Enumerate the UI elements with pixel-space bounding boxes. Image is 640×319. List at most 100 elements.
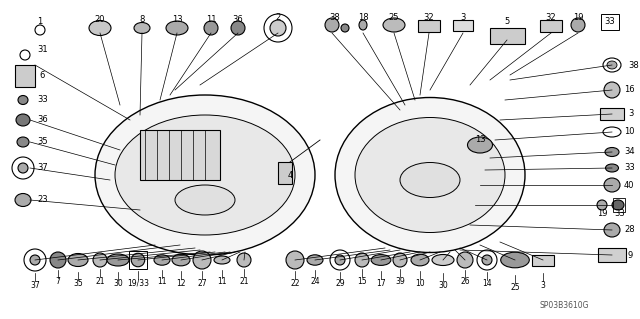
Text: 35: 35: [73, 279, 83, 288]
Text: 24: 24: [310, 278, 320, 286]
Ellipse shape: [605, 164, 618, 172]
Circle shape: [355, 253, 369, 267]
Text: 31: 31: [37, 46, 47, 55]
Text: 23: 23: [37, 196, 47, 204]
Ellipse shape: [107, 254, 129, 266]
Ellipse shape: [95, 95, 315, 255]
Text: 33: 33: [605, 18, 616, 26]
Ellipse shape: [214, 256, 230, 264]
Text: 19/33: 19/33: [127, 278, 149, 287]
Text: 10: 10: [624, 128, 634, 137]
Ellipse shape: [166, 21, 188, 35]
Text: 35: 35: [37, 137, 47, 146]
Circle shape: [24, 249, 46, 271]
Circle shape: [341, 24, 349, 32]
Text: 30: 30: [438, 280, 448, 290]
Ellipse shape: [603, 58, 621, 72]
Bar: [418, 20, 440, 32]
Text: 2: 2: [275, 12, 280, 21]
Text: 20: 20: [95, 16, 105, 25]
Ellipse shape: [604, 223, 620, 237]
Text: 32: 32: [546, 12, 556, 21]
Circle shape: [604, 82, 620, 98]
Circle shape: [193, 251, 211, 269]
Text: 25: 25: [510, 283, 520, 292]
Text: 32: 32: [424, 12, 435, 21]
Text: 37: 37: [37, 164, 48, 173]
Circle shape: [20, 50, 30, 60]
Text: 38: 38: [330, 12, 340, 21]
Text: 21: 21: [95, 277, 105, 286]
Circle shape: [237, 253, 251, 267]
Text: 4: 4: [287, 170, 292, 180]
Text: 9: 9: [628, 250, 633, 259]
Circle shape: [270, 20, 286, 36]
Bar: [598, 248, 626, 262]
Text: 27: 27: [197, 278, 207, 287]
Ellipse shape: [359, 20, 367, 30]
Circle shape: [93, 253, 107, 267]
Bar: [140, 130, 220, 180]
Text: 16: 16: [624, 85, 635, 94]
Text: 28: 28: [624, 226, 635, 234]
Bar: [278, 162, 292, 184]
Ellipse shape: [500, 252, 529, 268]
Text: 19: 19: [596, 210, 607, 219]
Text: 36: 36: [37, 115, 48, 124]
Bar: [15, 65, 35, 87]
Ellipse shape: [467, 137, 493, 153]
Circle shape: [204, 21, 218, 35]
Text: 25: 25: [388, 12, 399, 21]
Ellipse shape: [131, 253, 145, 267]
Ellipse shape: [18, 95, 28, 105]
Text: 30: 30: [113, 279, 123, 288]
Circle shape: [457, 252, 473, 268]
Ellipse shape: [89, 20, 111, 35]
Bar: [601, 14, 619, 30]
Bar: [600, 108, 624, 120]
Circle shape: [286, 251, 304, 269]
Ellipse shape: [16, 114, 30, 126]
Text: 21: 21: [239, 277, 249, 286]
Circle shape: [325, 18, 339, 32]
Text: 33: 33: [37, 95, 48, 105]
Text: 6: 6: [39, 71, 44, 80]
Ellipse shape: [605, 147, 619, 157]
Text: 17: 17: [376, 278, 386, 287]
Circle shape: [264, 14, 292, 42]
Circle shape: [393, 253, 407, 267]
Ellipse shape: [411, 254, 429, 266]
Ellipse shape: [400, 162, 460, 197]
Text: 15: 15: [357, 277, 367, 286]
Text: 39: 39: [395, 277, 405, 286]
Text: 33: 33: [614, 210, 625, 219]
Ellipse shape: [231, 21, 245, 35]
Text: 40: 40: [624, 181, 634, 189]
Text: 36: 36: [232, 16, 243, 25]
Ellipse shape: [154, 255, 170, 265]
Text: 29: 29: [335, 279, 345, 288]
Ellipse shape: [612, 200, 624, 210]
Text: SP03B3610G: SP03B3610G: [540, 300, 589, 309]
Text: 11: 11: [217, 278, 227, 286]
Text: 33: 33: [624, 164, 635, 173]
Text: 13: 13: [475, 136, 485, 145]
Text: 34: 34: [624, 147, 635, 157]
Circle shape: [482, 255, 492, 265]
Text: 10: 10: [415, 278, 425, 287]
Ellipse shape: [172, 254, 190, 266]
Circle shape: [335, 255, 345, 265]
Circle shape: [597, 200, 607, 210]
Text: 3: 3: [460, 12, 466, 21]
Circle shape: [330, 250, 350, 270]
Circle shape: [12, 157, 34, 179]
Circle shape: [35, 25, 45, 35]
Circle shape: [571, 18, 585, 32]
Bar: [613, 198, 625, 212]
Ellipse shape: [604, 178, 620, 192]
Ellipse shape: [603, 127, 621, 137]
Text: 14: 14: [482, 279, 492, 288]
Text: 26: 26: [460, 278, 470, 286]
Text: 3: 3: [628, 109, 634, 118]
Ellipse shape: [134, 23, 150, 33]
